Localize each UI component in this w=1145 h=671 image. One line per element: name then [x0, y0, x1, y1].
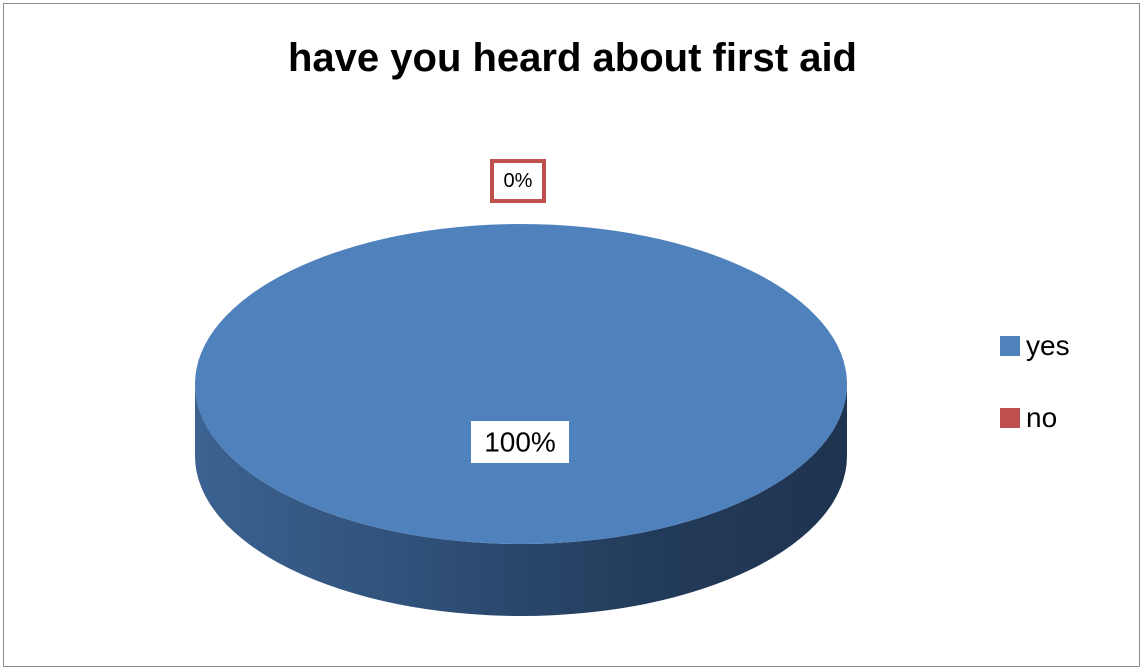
pie-slice-yes: [195, 224, 847, 544]
legend-label-yes: yes: [1026, 330, 1070, 361]
legend-swatch-no: [1000, 408, 1020, 428]
legend-label-no: no: [1026, 402, 1058, 433]
pie-slice-side-yes: [195, 384, 847, 616]
data-label-yes: 100%: [471, 421, 569, 463]
legend-item-no: no: [1000, 398, 1070, 438]
legend-item-yes: yes: [1000, 326, 1070, 366]
legend-swatch-yes: [1000, 336, 1020, 356]
data-label-text-no: 0%: [504, 170, 533, 192]
chart-title: have you heard about first aid: [287, 36, 857, 80]
data-label-no: 0%: [490, 159, 546, 203]
legend: yes no: [1000, 326, 1070, 470]
data-label-text-yes: 100%: [484, 427, 556, 458]
